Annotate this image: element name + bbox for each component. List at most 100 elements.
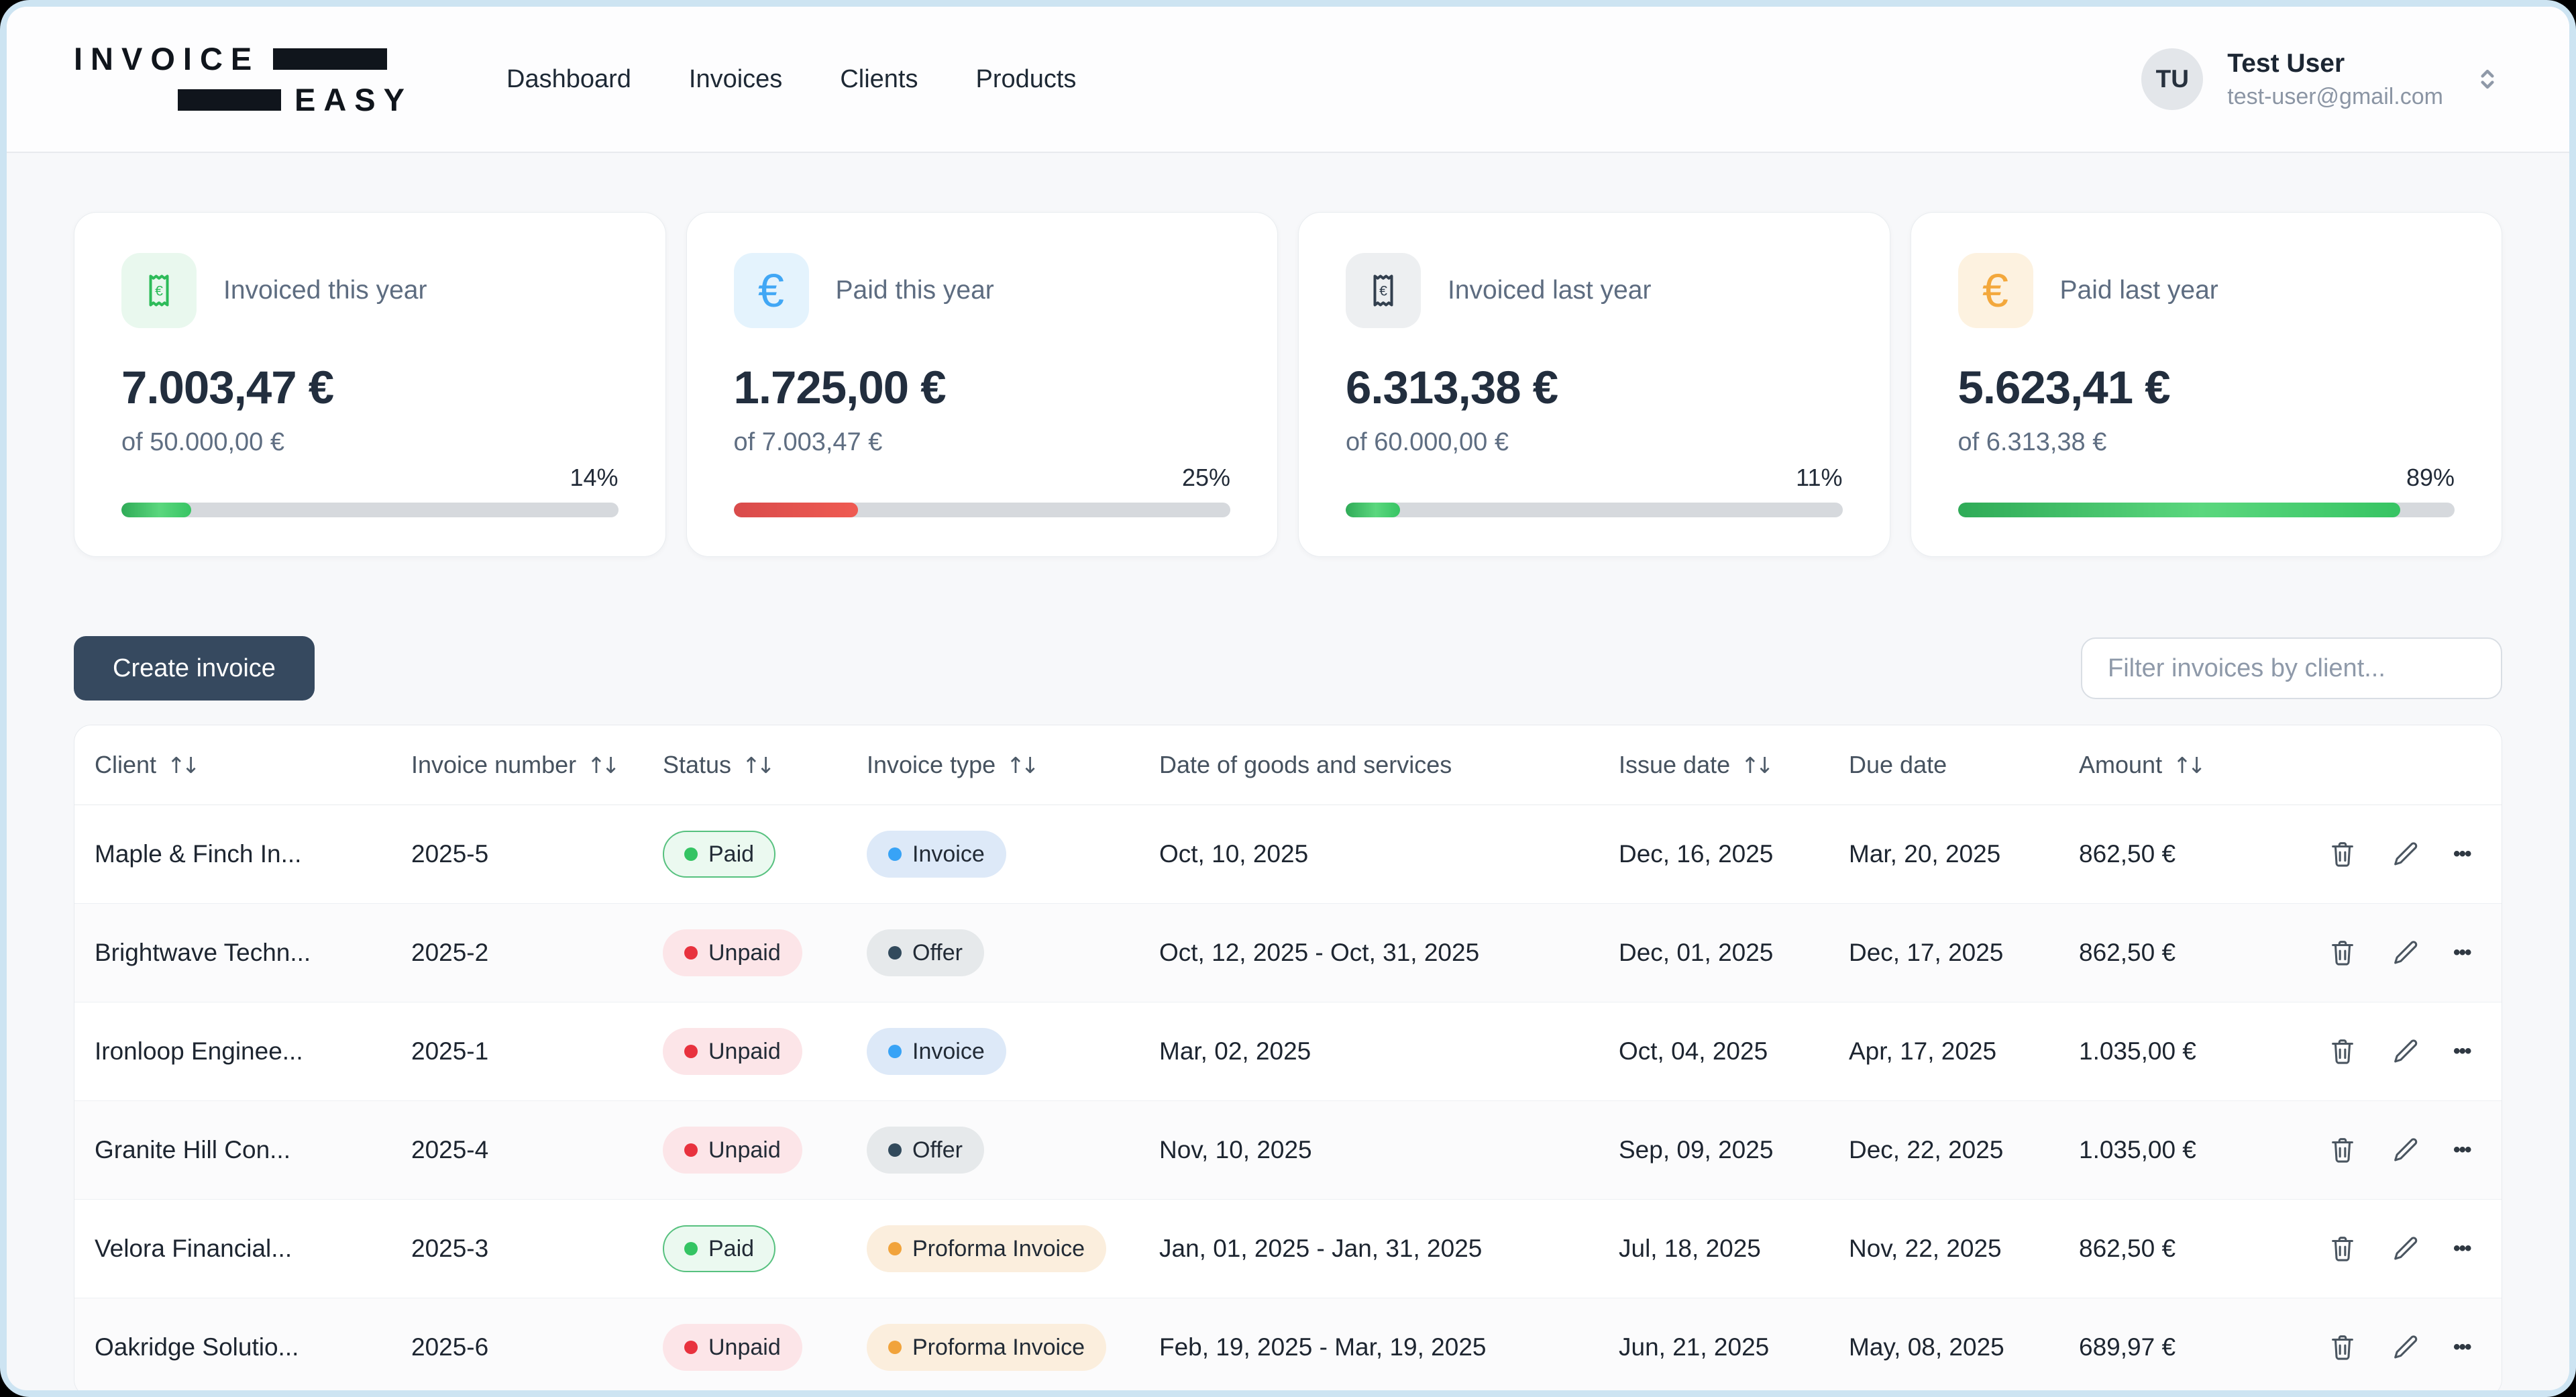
edit-button[interactable]	[2390, 1036, 2421, 1067]
client-cell: Oakridge Solutio...	[95, 1333, 299, 1361]
stat-icon-box: € €	[1346, 253, 1421, 328]
due-date-cell: Mar, 20, 2025	[1849, 840, 2001, 868]
stat-percent: 25%	[1181, 464, 1230, 491]
edit-button[interactable]	[2390, 937, 2421, 968]
amount-cell: 862,50 €	[2079, 1235, 2176, 1262]
sort-icon[interactable]: ↑↓	[587, 752, 620, 778]
create-invoice-button[interactable]: Create invoice	[74, 636, 315, 701]
column-header[interactable]: Invoice type ↑↓	[847, 725, 1139, 805]
column-header[interactable]: Amount ↑↓	[2059, 725, 2307, 805]
invoices-toolbar: Create invoice	[74, 636, 2502, 701]
more-button[interactable]: •••	[2453, 1139, 2471, 1161]
euro-icon: €	[1982, 264, 2008, 317]
issue-date-cell: Dec, 01, 2025	[1619, 939, 1774, 966]
euro-icon: €	[758, 264, 784, 317]
sort-icon[interactable]: ↑↓	[167, 752, 200, 778]
stat-card: € € Invoiced last year 6.313,38 € of 60.…	[1298, 212, 1890, 557]
nav-item[interactable]: Invoices	[688, 64, 783, 93]
column-header: Due date↑↓	[1829, 725, 2059, 805]
client-cell: Granite Hill Con...	[95, 1136, 290, 1163]
due-date-cell: Dec, 17, 2025	[1849, 939, 2004, 966]
column-header[interactable]: Status ↑↓	[643, 725, 847, 805]
trash-icon	[2327, 1332, 2358, 1363]
ellipsis-icon: •••	[2453, 843, 2471, 865]
more-button[interactable]: •••	[2453, 1040, 2471, 1063]
ellipsis-icon: •••	[2453, 1139, 2471, 1161]
sort-icon[interactable]: ↑↓	[742, 752, 775, 778]
app-logo: INVOICE EASY	[74, 43, 413, 115]
amount-cell: 862,50 €	[2079, 840, 2176, 868]
due-date-cell: Dec, 22, 2025	[1849, 1136, 2004, 1163]
more-button[interactable]: •••	[2453, 1336, 2471, 1359]
pencil-icon	[2390, 1233, 2421, 1264]
goods-date-cell: Oct, 12, 2025 - Oct, 31, 2025	[1159, 939, 1480, 966]
pencil-icon	[2390, 937, 2421, 968]
pencil-icon	[2390, 1036, 2421, 1067]
delete-button[interactable]	[2327, 1036, 2358, 1067]
nav-item[interactable]: Clients	[840, 64, 918, 93]
column-header[interactable]: Issue date ↑↓	[1599, 725, 1829, 805]
edit-button[interactable]	[2390, 839, 2421, 870]
status-badge: Unpaid	[663, 1028, 802, 1075]
sort-icon[interactable]: ↑↓	[2173, 752, 2206, 778]
progress-fill	[1346, 503, 1401, 517]
actions-cell: •••	[2307, 904, 2502, 1002]
column-header[interactable]: Client ↑↓	[74, 725, 391, 805]
delete-button[interactable]	[2327, 1332, 2358, 1363]
delete-button[interactable]	[2327, 1233, 2358, 1264]
column-header[interactable]: Invoice number ↑↓	[391, 725, 643, 805]
type-dot	[888, 946, 902, 960]
stat-target: of 60.000,00 €	[1346, 428, 1509, 456]
invoice-number-cell: 2025-4	[411, 1136, 489, 1163]
user-menu[interactable]: TU Test User test-user@gmail.com	[2141, 48, 2502, 110]
edit-button[interactable]	[2390, 1135, 2421, 1166]
delete-button[interactable]	[2327, 1135, 2358, 1166]
status-cell: Paid	[643, 805, 847, 904]
pencil-icon	[2390, 1332, 2421, 1363]
ellipsis-icon: •••	[2453, 1237, 2471, 1259]
stat-label: Invoiced last year	[1448, 276, 1652, 305]
progress-bar	[733, 503, 1230, 517]
status-cell: Unpaid	[643, 904, 847, 1002]
app-window: INVOICE EASY Dashboard Invoices Clients …	[7, 7, 2569, 1390]
more-button[interactable]: •••	[2453, 941, 2471, 964]
client-cell: Maple & Finch In...	[95, 840, 302, 868]
delete-button[interactable]	[2327, 937, 2358, 968]
status-dot	[684, 1242, 698, 1255]
trash-icon	[2327, 1036, 2358, 1067]
due-date-cell: Nov, 22, 2025	[1849, 1235, 2002, 1262]
amount-cell: 862,50 €	[2079, 939, 2176, 966]
progress-bar	[121, 503, 619, 517]
stat-target: of 6.313,38 €	[1957, 428, 2107, 456]
issue-date-cell: Sep, 09, 2025	[1619, 1136, 1774, 1163]
invoices-table-card: Client ↑↓ Invoice number ↑↓ Status ↑↓ Invoi…	[74, 725, 2502, 1390]
status-dot	[684, 1045, 698, 1058]
nav-item[interactable]: Products	[975, 64, 1077, 93]
more-button[interactable]: •••	[2453, 843, 2471, 866]
edit-button[interactable]	[2390, 1332, 2421, 1363]
invoice-type-badge: Offer	[867, 1127, 984, 1174]
nav-item[interactable]: Dashboard	[506, 64, 631, 93]
edit-button[interactable]	[2390, 1233, 2421, 1264]
column-header: Date of goods and services↑↓	[1139, 725, 1599, 805]
stat-target: of 7.003,47 €	[733, 428, 883, 456]
table-body: Maple & Finch In... 2025-5 Paid Invoice …	[74, 805, 2502, 1391]
invoice-type-badge: Offer	[867, 929, 984, 976]
goods-date-cell: Feb, 19, 2025 - Mar, 19, 2025	[1159, 1333, 1487, 1361]
invoice-type-cell: Invoice	[847, 1002, 1139, 1101]
sort-icon[interactable]: ↑↓	[1741, 752, 1774, 778]
stat-target: of 50.000,00 €	[121, 428, 284, 456]
more-button[interactable]: •••	[2453, 1237, 2471, 1260]
filter-invoices-input[interactable]	[2081, 637, 2502, 699]
invoice-number-cell: 2025-3	[411, 1235, 489, 1262]
sort-icon[interactable]: ↑↓	[1006, 752, 1039, 778]
table-row: Oakridge Solutio... 2025-6 Unpaid Profor…	[74, 1298, 2502, 1391]
stat-value: 1.725,00 €	[733, 362, 947, 413]
delete-button[interactable]	[2327, 839, 2358, 870]
status-cell: Unpaid	[643, 1002, 847, 1101]
stat-card: € € Invoiced this year 7.003,47 € of 50.…	[74, 212, 666, 557]
table-header-row: Client ↑↓ Invoice number ↑↓ Status ↑↓ Invoi…	[74, 725, 2502, 805]
invoice-type-cell: Proforma Invoice	[847, 1298, 1139, 1391]
stat-value: 5.623,41 €	[1957, 362, 2171, 413]
